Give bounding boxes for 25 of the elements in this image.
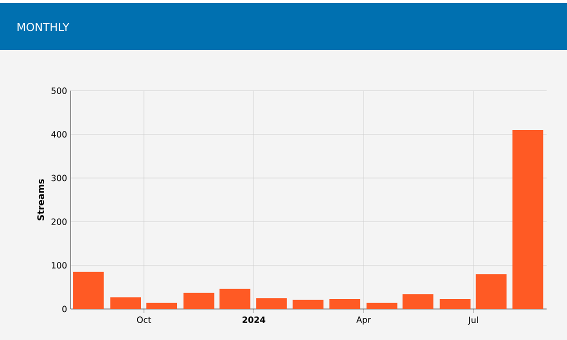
y-tick-label: 400 — [51, 131, 67, 138]
y-tick-label: 100 — [52, 262, 67, 269]
bar — [110, 297, 142, 309]
bar — [146, 302, 178, 309]
y-axis-title: Streams — [37, 179, 44, 220]
bar — [292, 300, 324, 309]
y-tick-label: 300 — [52, 174, 67, 182]
x-tick-label: Jul — [468, 316, 478, 325]
bar — [440, 298, 471, 309]
x-tick-label: Oct — [137, 316, 152, 323]
bar — [366, 302, 398, 309]
bar — [73, 272, 104, 309]
bar — [476, 274, 507, 309]
y-tick-label: 200 — [52, 218, 67, 225]
y-tick-label: 500 — [52, 87, 67, 94]
bar — [183, 292, 214, 309]
chart-title: MONTHLY — [18, 22, 70, 32]
x-tick-label: 2024 — [242, 316, 266, 323]
y-tick-label: 0 — [62, 306, 67, 312]
x-tick-label: Apr — [356, 316, 371, 324]
bar — [402, 294, 434, 309]
bar — [256, 298, 287, 309]
bar — [512, 130, 544, 309]
bar — [220, 288, 250, 309]
bar — [329, 298, 360, 309]
